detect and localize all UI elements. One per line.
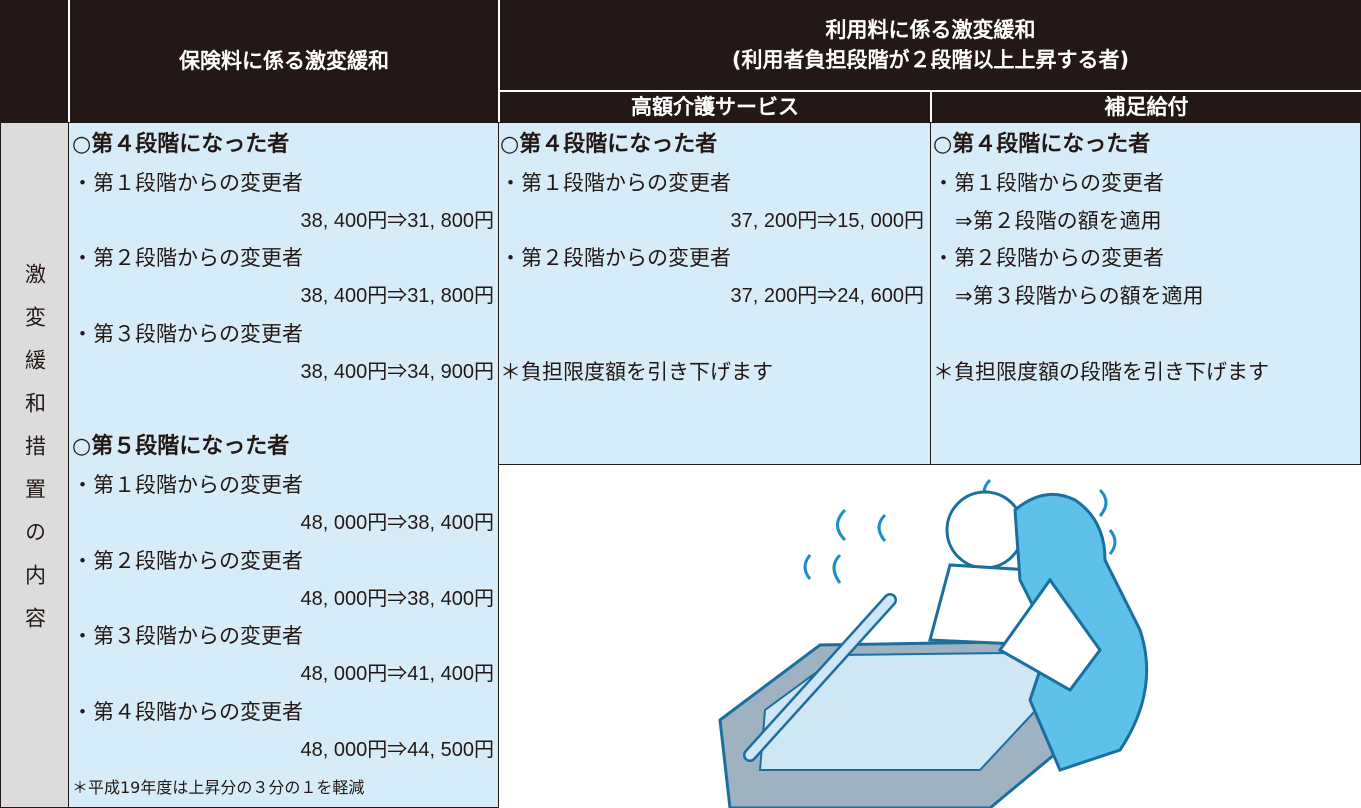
sub-header: 補足給付	[930, 90, 1361, 122]
item-amount: 48, 000円⇒41, 400円	[300, 663, 494, 686]
item-amount: 48, 000円⇒38, 400円	[300, 512, 494, 534]
right-header: 利用料に係る激変緩和 (利用者負担段階が２段階以上上昇する者)	[498, 0, 1361, 90]
note: ＊負担限度額の段階を引き下げます	[933, 359, 1269, 384]
group-heading: ○第４段階になった者	[72, 132, 290, 157]
cell	[498, 122, 931, 465]
cell	[930, 122, 1361, 465]
item-amount: 37, 200円⇒15, 000円	[730, 209, 924, 232]
item-amount: 38, 400円⇒31, 800円	[300, 209, 494, 232]
item-label: ・第２段階からの変更者	[72, 246, 303, 271]
cell	[68, 122, 499, 808]
item-amount: 48, 000円⇒38, 400円	[300, 587, 494, 610]
item-amount: 38, 400円⇒34, 900円	[300, 360, 494, 383]
header-title: 利用料に係る激変緩和	[825, 18, 1036, 42]
item-label: ・第１段階からの変更者	[500, 170, 731, 195]
item-label: ・第２段階からの変更者	[72, 548, 303, 573]
item-amount: 38, 400円⇒31, 800円	[300, 285, 494, 308]
group-heading: ○第４段階になった者	[933, 132, 1151, 157]
item-label: ・第３段階からの変更者	[72, 322, 303, 346]
sub-title: 補足給付	[1104, 95, 1189, 119]
item-label: ・第１段階からの変更者	[933, 170, 1164, 195]
note: ＊平成19年度は上昇分の３分の１を軽減	[72, 777, 365, 797]
item-amount: 48, 000円⇒44, 500円	[300, 738, 494, 761]
item-label: ・第１段階からの変更者	[72, 170, 303, 195]
item-label: ・第４段階からの変更者	[72, 700, 303, 724]
row-label: 激変緩和措置の内容	[22, 263, 47, 650]
row-label-cell: 激変緩和措置の内容	[0, 122, 69, 808]
group-heading: ○第４段階になった者	[500, 132, 718, 157]
note: ＊負担限度額を引き下げます	[500, 359, 773, 384]
sub-header: 高額介護サービス	[498, 90, 930, 122]
header-title: 保険料に係る激変緩和	[179, 49, 389, 73]
item-amount: 37, 200円⇒24, 600円	[730, 285, 924, 308]
item-label: ・第３段階からの変更者	[72, 624, 303, 649]
group-heading: ○第５段階になった者	[72, 434, 290, 460]
item-amount: ⇒第２段階の額を適用	[955, 208, 1162, 233]
item-amount: ⇒第３段階からの額を適用	[955, 284, 1204, 309]
item-label: ・第２段階からの変更者	[500, 246, 731, 271]
header-subtitle: (利用者負担段階が２段階以上上昇する者)	[731, 48, 1130, 72]
item-label: ・第２段階からの変更者	[933, 246, 1164, 271]
left-header: 保険料に係る激変緩和	[68, 0, 498, 122]
item-label: ・第１段階からの変更者	[72, 473, 303, 498]
sub-title: 高額介護サービス	[631, 95, 799, 119]
illustration	[718, 478, 1149, 808]
